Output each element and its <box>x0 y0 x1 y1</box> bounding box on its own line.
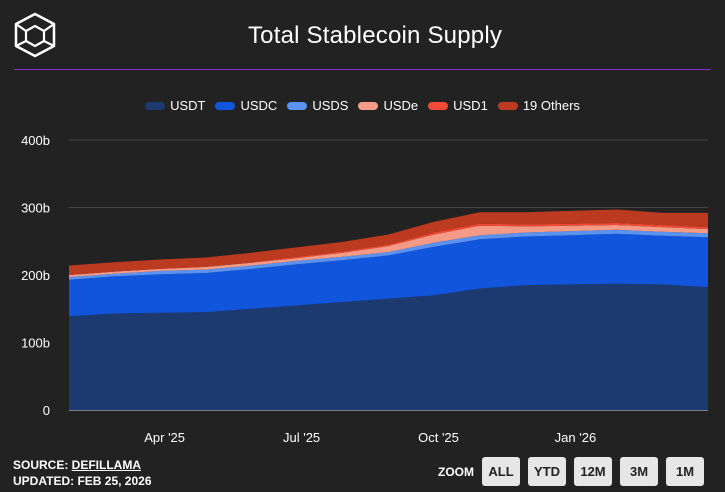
area-series-19-others <box>69 209 708 275</box>
footer-source: SOURCE: DEFILLAMA UPDATED: FEB 25, 2026 <box>13 457 152 489</box>
legend-swatch <box>358 101 379 110</box>
y-tick-label: 0 <box>43 403 50 418</box>
x-tick-label: Jan '26 <box>555 430 597 445</box>
cube-logo-icon <box>14 12 56 58</box>
chart-header: Total Stablecoin Supply <box>0 0 725 70</box>
source-prefix: SOURCE: <box>13 458 72 472</box>
legend-label: USDC <box>240 98 278 113</box>
zoom-controls: ZOOM ALL YTD 12M 3M 1M <box>438 457 704 486</box>
source-link[interactable]: DEFILLAMA <box>71 458 141 472</box>
stacked-area-chart: 0 100b 200b 300b 400b Apr '25 Jul '25 Oct '25 Ja… <box>21 133 708 445</box>
chart-legend: USDT USDC USDS USDe USD1 19 Others <box>0 98 725 113</box>
y-tick-label: 200b <box>21 268 50 283</box>
y-tick-label: 300b <box>21 201 50 216</box>
legend-swatch <box>497 101 518 110</box>
zoom-1m-button[interactable]: 1M <box>666 457 704 486</box>
zoom-12m-button[interactable]: 12M <box>574 457 612 486</box>
legend-label: USDT <box>170 98 206 113</box>
area-series-usde <box>69 225 708 277</box>
area-series-usds <box>69 229 708 280</box>
legend-item-usdt[interactable]: USDT <box>145 98 205 113</box>
header-divider <box>14 69 711 70</box>
y-tick-label: 100b <box>21 336 50 351</box>
legend-label: 19 Others <box>522 98 580 113</box>
y-tick-label: 400b <box>21 133 50 148</box>
legend-swatch <box>428 101 449 110</box>
x-tick-label: Jul '25 <box>283 430 320 445</box>
legend-swatch <box>287 101 308 110</box>
legend-item-usdc[interactable]: USDC <box>215 98 277 113</box>
legend-label: USD1 <box>453 98 488 113</box>
area-series-usdt <box>69 283 708 410</box>
zoom-ytd-button[interactable]: YTD <box>528 457 566 486</box>
x-tick-label: Apr '25 <box>144 430 185 445</box>
chart-title: Total Stablecoin Supply <box>247 22 503 49</box>
zoom-label: ZOOM <box>438 464 474 479</box>
legend-label: USDe <box>383 98 419 113</box>
x-tick-label: Oct '25 <box>418 430 459 445</box>
zoom-all-button[interactable]: ALL <box>482 457 520 486</box>
legend-item-usd1[interactable]: USD1 <box>428 98 488 113</box>
legend-swatch <box>215 101 236 110</box>
legend-item-usde[interactable]: USDe <box>358 98 418 113</box>
legend-label: USDS <box>312 98 349 113</box>
legend-item-usds[interactable]: USDS <box>287 98 348 113</box>
area-series-usdc <box>69 233 708 317</box>
zoom-3m-button[interactable]: 3M <box>620 457 658 486</box>
updated-date: UPDATED: FEB 25, 2026 <box>13 474 152 488</box>
legend-swatch <box>145 101 166 110</box>
legend-item-19-others[interactable]: 19 Others <box>497 98 580 113</box>
